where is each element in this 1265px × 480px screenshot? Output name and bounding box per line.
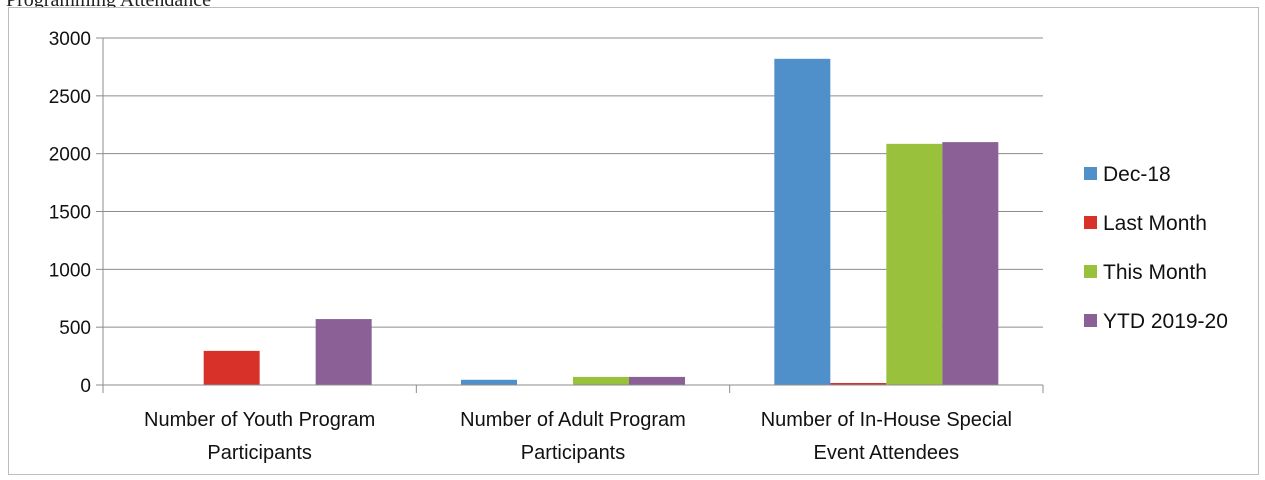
category-label: Number of In-House Special [761, 409, 1012, 431]
page-title: Programming Attendance [6, 0, 211, 11]
bar-ytd-2019-20 [942, 142, 999, 385]
y-tick-label: 500 [59, 318, 91, 339]
y-tick-label: 2500 [49, 87, 91, 108]
bar-dec-18 [461, 379, 517, 385]
bar-chart: 0 500 1000 1500 2000 2500 3000 Number of Youth… [49, 29, 1228, 464]
category-label: Number of Adult Program [460, 409, 686, 431]
bar-this-month [886, 143, 943, 385]
bar-this-month [573, 376, 629, 385]
legend-swatch [1084, 216, 1097, 229]
category-label: Event Attendees [813, 442, 959, 464]
x-axis-category-labels: Number of Youth Program Participants Numbe… [144, 409, 1012, 464]
axes [96, 37, 1044, 393]
bar-ytd-2019-20 [629, 376, 685, 385]
y-tick-label: 0 [80, 376, 91, 397]
y-axis-tick-labels: 0 500 1000 1500 2000 2500 3000 [49, 29, 91, 397]
y-tick-label: 1000 [49, 260, 91, 281]
legend-label: Dec-18 [1103, 163, 1171, 186]
bar-dec-18 [774, 58, 831, 385]
y-tick-label: 2000 [49, 145, 91, 166]
bars [203, 58, 999, 385]
legend: Dec-18 Last Month This Month YTD 2019-20 [1084, 163, 1228, 333]
legend-label: Last Month [1103, 212, 1207, 235]
bar-last-month [203, 350, 260, 385]
y-tick-label: 3000 [49, 29, 91, 50]
y-tick-label: 1500 [49, 203, 91, 224]
category-label: Participants [207, 442, 312, 464]
legend-label: This Month [1103, 261, 1207, 284]
legend-label: YTD 2019-20 [1103, 310, 1228, 333]
legend-swatch [1084, 265, 1097, 278]
legend-swatch [1084, 167, 1097, 180]
chart-frame: 0 500 1000 1500 2000 2500 3000 Number of Youth… [8, 7, 1259, 475]
legend-swatch [1084, 314, 1097, 327]
bar-last-month [830, 383, 887, 385]
category-label: Number of Youth Program [144, 409, 375, 431]
bar-ytd-2019-20 [315, 319, 372, 385]
category-label: Participants [521, 442, 626, 464]
